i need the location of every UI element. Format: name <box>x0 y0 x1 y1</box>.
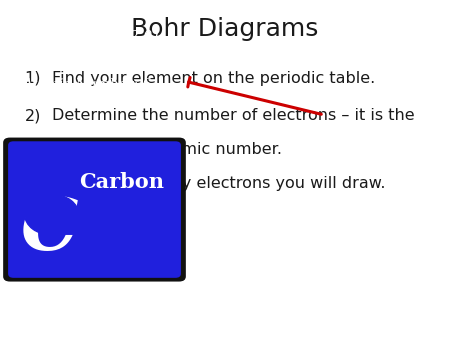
Text: Determine the number of electrons – it is the: Determine the number of electrons – it i… <box>52 108 414 123</box>
Text: Bohr Diagrams: Bohr Diagrams <box>131 17 319 41</box>
Text: Find your element on the periodic table.: Find your element on the periodic table. <box>52 71 375 86</box>
Text: This is how many electrons you will draw.: This is how many electrons you will draw… <box>52 176 385 191</box>
Text: 1): 1) <box>25 71 41 86</box>
Circle shape <box>25 194 79 235</box>
Text: 3): 3) <box>25 176 41 191</box>
Text: Atomic Mass: 12.01: Atomic Mass: 12.01 <box>22 30 161 44</box>
Text: 2): 2) <box>25 108 41 123</box>
Text: same as the atomic number.: same as the atomic number. <box>52 142 282 157</box>
FancyBboxPatch shape <box>8 141 181 278</box>
Text: Carbon: Carbon <box>79 172 164 192</box>
Text: Atomic Number: 6: Atomic Number: 6 <box>22 78 151 92</box>
Text: C: C <box>20 194 78 265</box>
FancyBboxPatch shape <box>3 138 186 282</box>
